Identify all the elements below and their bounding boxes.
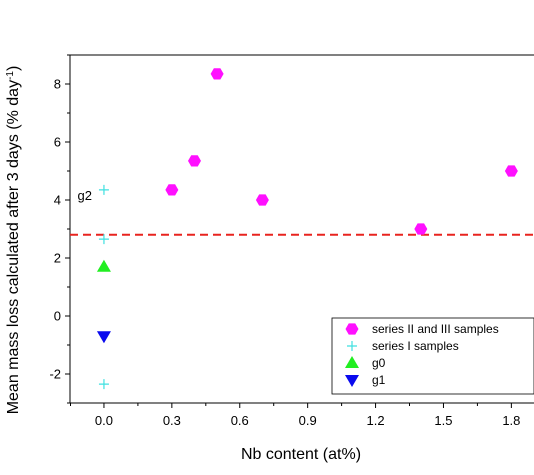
legend-marker-series-ii-and-iii-samples [345, 323, 359, 335]
legend: series II and III samples series I sample… [331, 317, 534, 395]
legend-label: g1 [372, 373, 386, 387]
annotations: g2 [77, 188, 91, 203]
y-axis-title-close: ) [5, 66, 22, 71]
x-axis-title: Nb content (at%) [241, 446, 361, 463]
data-point-series-ii-and-iii-samples [187, 155, 201, 167]
x-tick-label: 0.0 [95, 413, 113, 428]
annotation-label: g2 [77, 188, 91, 203]
y-tick-label: 0 [54, 309, 61, 324]
y-tick-label: -2 [49, 367, 61, 382]
data-point-g1 [96, 331, 111, 344]
y-tick-label: 6 [54, 135, 61, 150]
data-point-series-i-samples [98, 184, 109, 195]
data-point-series-ii-and-iii-samples [210, 68, 224, 80]
x-tick-label: 0.3 [163, 413, 181, 428]
legend-marker-g1 [345, 375, 359, 387]
x-tick-label: 0.9 [299, 413, 317, 428]
y-tick-label: 8 [54, 77, 61, 92]
x-tick-label: 1.2 [367, 413, 385, 428]
y-tick-label: 4 [54, 193, 61, 208]
legend-label: series I samples [372, 339, 459, 353]
y-axis-title: Mean mass loss calculated after 3 days (… [5, 66, 23, 415]
data-point-series-ii-and-iii-samples [255, 194, 269, 206]
data-point-series-i-samples [98, 379, 109, 390]
legend-box [331, 317, 534, 395]
legend-marker-g0 [345, 356, 359, 368]
legend-label: g0 [372, 356, 386, 370]
legend-marker-series-i-samples [347, 341, 357, 351]
data-point-series-ii-and-iii-samples [504, 165, 518, 177]
legend-label: series II and III samples [372, 322, 499, 336]
x-axis: 0.0 0.3 0.6 0.9 1.2 1.5 1.8 [70, 403, 520, 428]
y-axis: -2 0 2 4 6 8 [49, 54, 70, 404]
y-axis-title-superscript: -1 [5, 71, 16, 80]
data-points [96, 68, 518, 390]
y-axis-title-main: Mean mass loss calculated after 3 days (… [5, 80, 22, 414]
data-point-series-ii-and-iii-samples [414, 223, 428, 235]
x-tick-label: 0.6 [231, 413, 249, 428]
data-point-series-i-samples [98, 234, 109, 245]
data-point-g0 [96, 259, 111, 272]
x-tick-label: 1.8 [502, 413, 520, 428]
y-tick-label: 2 [54, 251, 61, 266]
x-tick-label: 1.5 [434, 413, 452, 428]
data-point-series-ii-and-iii-samples [165, 184, 179, 196]
